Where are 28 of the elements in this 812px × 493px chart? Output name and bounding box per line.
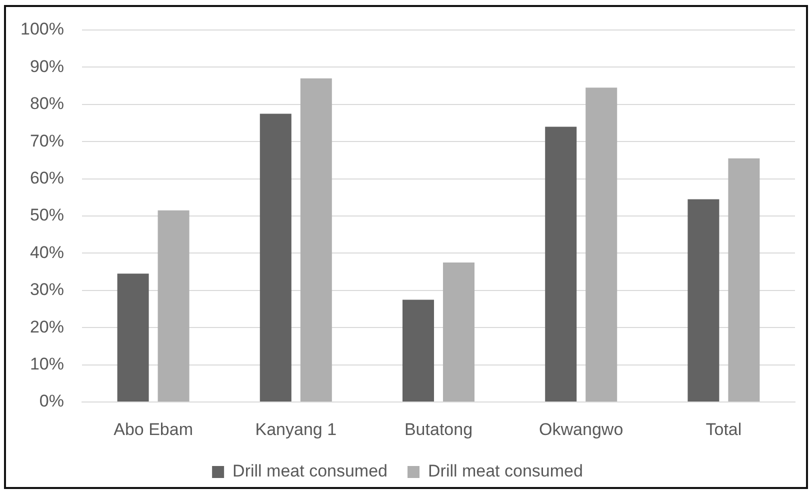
y-tick-label: 100%	[20, 20, 64, 39]
y-tick-label: 90%	[30, 56, 64, 76]
bar	[260, 114, 292, 402]
y-tick-label: 80%	[30, 94, 64, 114]
y-tick-label: 60%	[30, 168, 64, 188]
y-tick-label: 10%	[30, 354, 64, 374]
bar	[117, 274, 149, 402]
bar	[402, 300, 434, 402]
y-tick-label: 20%	[30, 317, 64, 336]
y-tick-label: 70%	[30, 131, 64, 150]
bar	[586, 88, 618, 402]
bar	[728, 158, 760, 402]
x-tick-label: Total	[706, 420, 742, 439]
bar	[688, 199, 720, 402]
y-tick-label: 30%	[30, 280, 64, 300]
y-tick-label: 50%	[30, 206, 64, 225]
bar	[300, 78, 332, 402]
x-tick-label: Okwangwo	[539, 420, 624, 439]
legend-label: Drill meat consumed	[232, 462, 388, 481]
y-tick-label: 0%	[39, 392, 64, 411]
bar	[442, 262, 475, 402]
x-tick-label: Abo Ebam	[114, 420, 193, 439]
legend-label: Drill meat consumed	[428, 462, 583, 481]
x-tick-label: Kanyang 1	[255, 420, 337, 439]
bar	[545, 126, 577, 402]
x-tick-label: Butatong	[404, 420, 473, 439]
bar	[158, 210, 190, 402]
y-tick-label: 40%	[30, 242, 64, 262]
